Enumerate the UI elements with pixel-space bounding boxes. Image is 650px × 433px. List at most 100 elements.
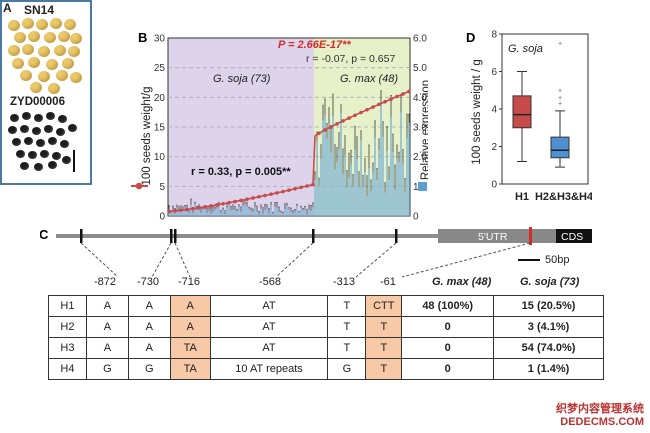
expression-bar (344, 155, 346, 216)
yellow-seed (28, 31, 40, 42)
expression-bar (194, 204, 196, 216)
expression-bar (300, 208, 302, 216)
cell-c2: A (127, 295, 171, 317)
expression-bar (174, 213, 176, 216)
r-right-label: r = -0.07, p = 0.657 (306, 53, 395, 65)
panel-a-bottom-label: ZYD00006 (10, 96, 65, 108)
black-seed (44, 125, 53, 133)
scale-bar (73, 150, 75, 172)
expression-bar (250, 211, 252, 216)
weight-point (329, 125, 333, 129)
table-row: H1 A A A AT T CTT 48 (100%) 15 (20.5%) (48, 295, 604, 317)
expression-bar (242, 205, 244, 216)
black-seed (28, 151, 37, 159)
expression-bar (330, 152, 332, 216)
cell-c3: TA (169, 337, 211, 359)
yellow-seed (50, 18, 62, 29)
weight-point (245, 197, 249, 202)
table-row: H2 A A A AT T T 0 3 (4.1%) (48, 316, 604, 338)
y-tick-label: 0 (159, 212, 165, 223)
weight-point (227, 200, 231, 205)
panel-a-frame: A SN14 ZYD00006 (0, 0, 92, 185)
expression-bar (366, 196, 368, 216)
yellow-seed (56, 70, 68, 81)
expression-bar (202, 209, 204, 216)
cell-c2: A (127, 337, 171, 359)
snp-61-marker (529, 227, 532, 245)
cell-c3: TA (169, 358, 211, 380)
group-max-label: G. max (48) (340, 73, 398, 85)
expression-bar (268, 213, 270, 216)
cell-c6: T (365, 316, 403, 338)
y2-tick-label: 2.0 (413, 152, 427, 163)
black-seed (62, 156, 71, 164)
yellow-seed (58, 31, 70, 42)
pos-568: -568 (259, 276, 282, 288)
expression-bar (406, 137, 408, 216)
weight-point (389, 97, 393, 101)
expression-bar (282, 213, 284, 216)
yellow-seed (38, 46, 50, 57)
table-row: H4 G G TA 10 AT repeats G T 0 1 (1.4%) (48, 358, 604, 380)
cell-gmax: 48 (100%) (401, 295, 495, 317)
weight-point (365, 107, 369, 112)
box-h2-h3-h4: ++++ (550, 40, 570, 168)
y-tick-label: 5 (159, 182, 165, 193)
yellow-seed (38, 71, 50, 82)
panel-d-title: G. soja (508, 43, 543, 55)
expression-bar (208, 210, 210, 216)
expression-bar (216, 208, 218, 216)
cell-c1: G (85, 358, 129, 380)
expression-bar (360, 139, 362, 216)
expression-bar (292, 213, 294, 216)
expression-bar (356, 159, 358, 216)
cell-c6: CTT (365, 295, 403, 317)
expression-bar (212, 212, 214, 216)
cds-label: CDS (561, 231, 583, 243)
expression-bar (236, 211, 238, 216)
box-x-labels: H1 H2&H3&H4 (515, 191, 592, 203)
expression-bar (276, 207, 278, 216)
black-seed (32, 127, 41, 135)
expression-bar (270, 205, 272, 216)
expression-bar (350, 164, 352, 216)
outlier: + (558, 40, 562, 47)
expression-bar (368, 168, 370, 216)
expression-bar (280, 212, 282, 216)
weight-point (341, 119, 345, 123)
weight-point (311, 182, 315, 187)
expression-bar (372, 172, 374, 216)
expression-bar (224, 214, 226, 216)
expression-bar (390, 116, 392, 216)
p-value-label: P = 2.66E-17** (278, 39, 351, 51)
expression-bar (240, 211, 242, 216)
weight-point (167, 209, 171, 214)
yellow-seed (48, 83, 60, 94)
expression-bar (288, 209, 290, 216)
black-seed (52, 152, 61, 160)
yellow-seed (36, 19, 48, 30)
weight-point (281, 189, 285, 194)
y2-tick-label: 3.0 (413, 123, 427, 134)
cell-c2: G (127, 358, 171, 380)
y-tick-label: 0 (491, 180, 497, 191)
expression-bars (168, 90, 410, 216)
expression-bar (284, 208, 286, 216)
black-seed (20, 162, 29, 170)
expression-bar (358, 186, 360, 216)
expression-bar (258, 214, 260, 216)
expression-bar (352, 186, 354, 216)
expression-bar (248, 208, 250, 216)
expression-bar (304, 209, 306, 216)
weight-point (293, 187, 297, 191)
yellow-seed (62, 58, 74, 69)
weight-point (173, 209, 177, 213)
expression-bar (226, 207, 228, 216)
expression-bar (266, 208, 268, 216)
promoter-line (56, 234, 438, 238)
yellow-seed (70, 72, 82, 83)
watermark-line1: 织梦内容管理系统 (556, 403, 644, 415)
cell-c6: T (365, 358, 403, 380)
cell-gsoja: 1 (1.4%) (493, 358, 604, 380)
